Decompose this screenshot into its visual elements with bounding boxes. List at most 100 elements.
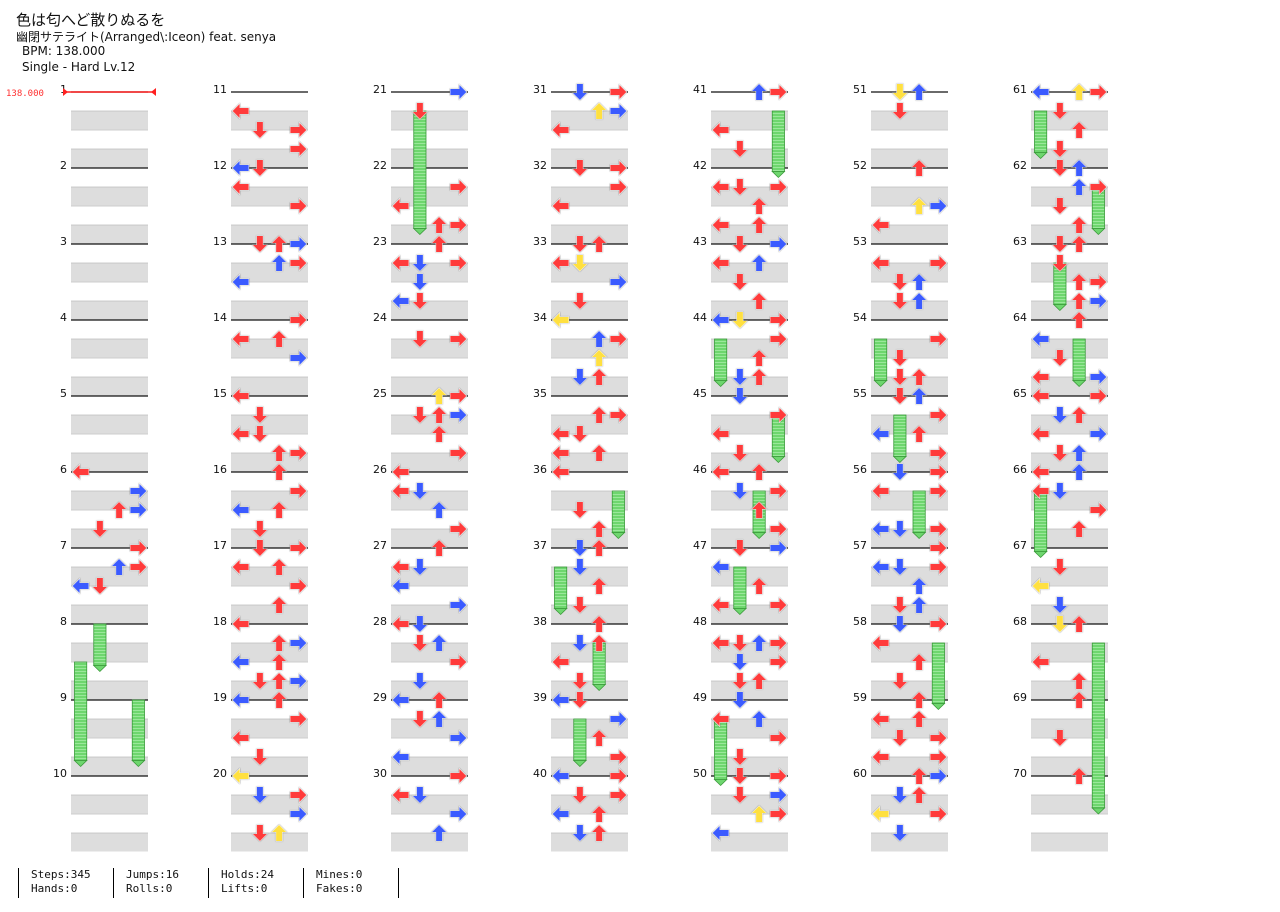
arrow-down-icon — [571, 368, 589, 386]
measure-number: 17 — [213, 539, 227, 552]
arrow-up-icon — [590, 349, 608, 367]
arrow-right-icon — [929, 406, 948, 424]
measure-number: 63 — [1013, 235, 1027, 248]
stat-hands: Hands:0 — [31, 882, 78, 895]
arrow-up-icon — [910, 368, 928, 386]
arrow-right-icon — [769, 520, 788, 538]
arrow-up-icon — [1070, 178, 1088, 196]
arrow-down-icon — [251, 539, 269, 557]
arrow-left-icon — [711, 121, 730, 139]
arrow-left-icon — [871, 805, 890, 823]
arrow-left-icon — [711, 425, 730, 443]
arrow-down-icon — [571, 824, 589, 842]
arrow-left-icon — [391, 558, 410, 576]
arrow-down-icon — [731, 691, 749, 709]
arrow-up-icon — [430, 634, 448, 652]
beat-stripe — [71, 567, 148, 586]
hold-down — [92, 623, 107, 673]
arrow-left-icon — [551, 121, 570, 139]
arrow-up-icon — [270, 672, 288, 690]
measure-number: 22 — [373, 159, 387, 172]
arrow-up-icon — [1070, 235, 1088, 253]
beat-stripe — [871, 453, 948, 472]
stat-steps: Steps:345 — [31, 868, 91, 881]
arrow-down-icon — [731, 672, 749, 690]
hold-down — [732, 566, 747, 616]
arrow-down-icon — [251, 121, 269, 139]
arrow-right-icon — [449, 387, 468, 405]
arrow-up-icon — [430, 539, 448, 557]
bpm-marker-left-tick — [63, 88, 68, 96]
measure-number: 62 — [1013, 159, 1027, 172]
measure-57: 57 — [853, 539, 948, 624]
arrow-up-icon — [430, 425, 448, 443]
beat-stripe — [871, 529, 948, 548]
measure-42: 42 — [693, 159, 788, 244]
arrow-right-icon — [289, 672, 308, 690]
arrow-left-icon — [391, 691, 410, 709]
arrow-right-icon — [289, 121, 308, 139]
measure-63: 63 — [1013, 235, 1108, 320]
arrow-right-icon — [929, 729, 948, 747]
arrow-up-icon — [910, 653, 928, 671]
measure-number: 32 — [533, 159, 547, 172]
beat-stripe — [871, 795, 948, 814]
stat-fakes: Fakes:0 — [316, 882, 363, 895]
beat-stripe — [871, 339, 948, 358]
measure-number: 30 — [373, 767, 387, 780]
hold-down — [892, 414, 907, 464]
arrow-up-icon — [1070, 444, 1088, 462]
arrow-right-icon — [769, 482, 788, 500]
hold-left — [73, 661, 88, 768]
measure-70: 70 — [1013, 767, 1108, 852]
arrow-up-icon — [590, 520, 608, 538]
arrow-left-icon — [711, 311, 730, 329]
arrow-left-icon — [231, 767, 250, 785]
arrow-left-icon — [711, 254, 730, 272]
hold-right — [1091, 186, 1106, 236]
beat-stripe — [231, 757, 308, 776]
measure-number: 13 — [213, 235, 227, 248]
arrow-up-icon — [750, 501, 768, 519]
measure-number: 70 — [1013, 767, 1027, 780]
beat-stripe — [551, 149, 628, 168]
tap-notes — [71, 83, 1108, 842]
arrow-left-icon — [1031, 368, 1050, 386]
arrow-down-icon — [891, 349, 909, 367]
arrow-left-icon — [711, 824, 730, 842]
arrow-right-icon — [929, 197, 948, 215]
arrow-right-icon — [929, 254, 948, 272]
arrow-down-icon — [891, 672, 909, 690]
arrow-right-icon — [769, 311, 788, 329]
hold-down — [412, 110, 427, 236]
measure-number: 34 — [533, 311, 547, 324]
measure-43: 43 — [693, 235, 788, 320]
beat-stripe — [391, 225, 468, 244]
arrow-left-icon — [231, 159, 250, 177]
beat-stripe — [391, 681, 468, 700]
stats-col-3: Holds:24 Lifts:0 — [208, 868, 274, 898]
beat-stripe — [551, 719, 628, 738]
arrow-up-icon — [750, 368, 768, 386]
measure-number: 39 — [533, 691, 547, 704]
arrow-down-icon — [411, 482, 429, 500]
beat-stripe — [871, 719, 948, 738]
stat-mines: Mines:0 — [316, 868, 363, 881]
arrow-right-icon — [609, 406, 628, 424]
measure-number: 28 — [373, 615, 387, 628]
arrow-right-icon — [929, 520, 948, 538]
arrow-down-icon — [731, 368, 749, 386]
arrow-up-icon — [270, 824, 288, 842]
arrow-down-icon — [411, 672, 429, 690]
measure-58: 58 — [853, 615, 948, 700]
arrow-down-icon — [891, 368, 909, 386]
beat-stripe — [71, 605, 148, 624]
arrow-down-icon — [251, 425, 269, 443]
arrow-down-icon — [411, 273, 429, 291]
arrow-down-icon — [731, 634, 749, 652]
arrow-right-icon — [289, 254, 308, 272]
arrow-up-icon — [750, 349, 768, 367]
beat-stripe — [1031, 225, 1108, 244]
arrow-down-icon — [891, 596, 909, 614]
arrow-left-icon — [551, 805, 570, 823]
